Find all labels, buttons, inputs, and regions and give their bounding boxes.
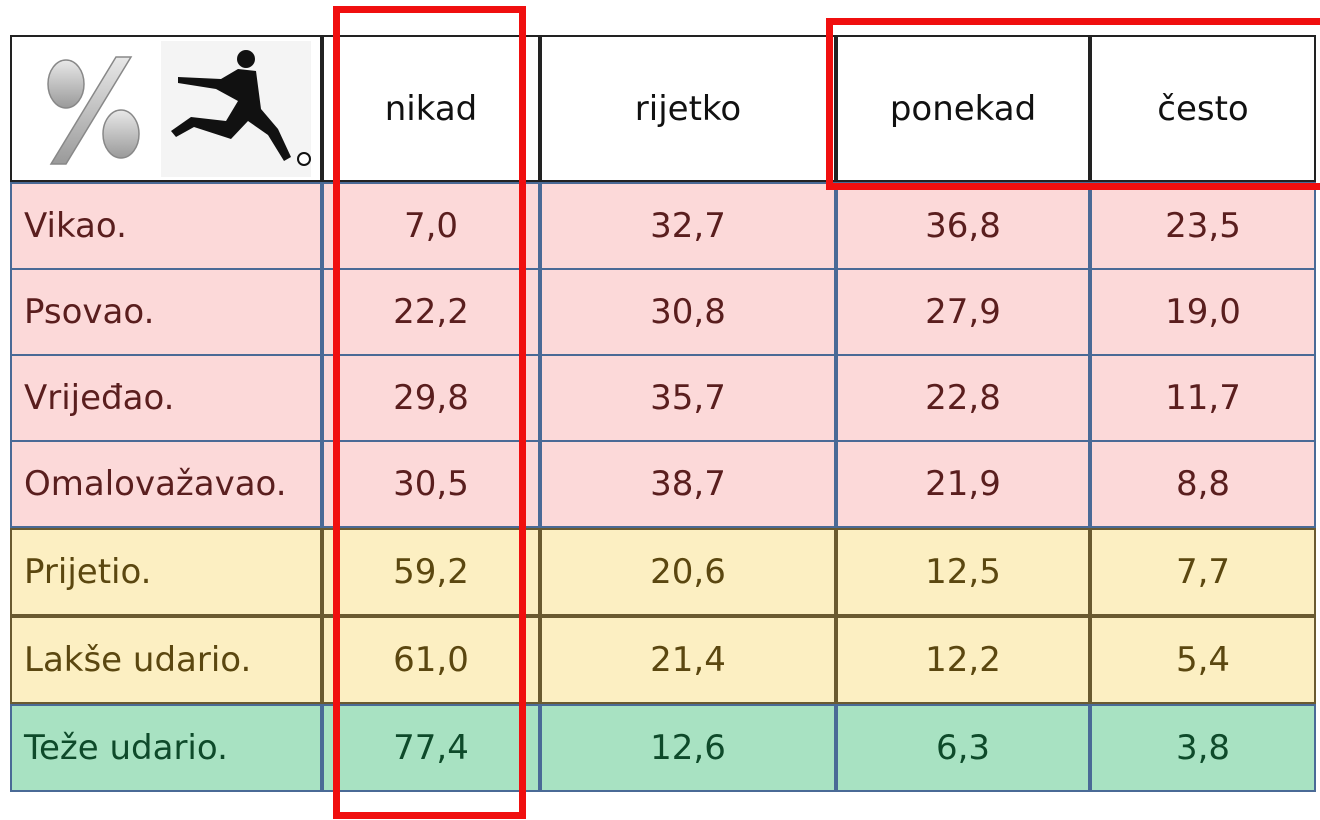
cell-value: 59,2 xyxy=(322,528,540,616)
cell-value: 22,8 xyxy=(836,354,1090,442)
cell-value: 6,3 xyxy=(836,704,1090,792)
row-label: Prijetio. xyxy=(10,528,322,616)
cell-value: 12,5 xyxy=(836,528,1090,616)
column-header: rijetko xyxy=(540,35,836,182)
row-label: Omalovažavao. xyxy=(10,440,322,528)
icons xyxy=(16,39,316,179)
cell-value: 30,8 xyxy=(540,268,836,356)
cell-value: 61,0 xyxy=(322,616,540,704)
column-header: nikad xyxy=(322,35,540,182)
row-label: Vrijeđao. xyxy=(10,354,322,442)
cell-value: 36,8 xyxy=(836,182,1090,270)
column-header: ponekad xyxy=(836,35,1090,182)
row-label: Psovao. xyxy=(10,268,322,356)
cell-value: 22,2 xyxy=(322,268,540,356)
cell-value: 29,8 xyxy=(322,354,540,442)
percent-icon xyxy=(48,57,139,164)
cell-value: 30,5 xyxy=(322,440,540,528)
cell-value: 27,9 xyxy=(836,268,1090,356)
cell-value: 5,4 xyxy=(1090,616,1316,704)
cell-value: 3,8 xyxy=(1090,704,1316,792)
cell-value: 7,0 xyxy=(322,182,540,270)
cell-value: 20,6 xyxy=(540,528,836,616)
corner-cell xyxy=(10,35,322,182)
cell-value: 8,8 xyxy=(1090,440,1316,528)
cell-value: 19,0 xyxy=(1090,268,1316,356)
cell-value: 12,2 xyxy=(836,616,1090,704)
cell-value: 38,7 xyxy=(540,440,836,528)
row-label: Vikao. xyxy=(10,182,322,270)
cell-value: 21,9 xyxy=(836,440,1090,528)
cell-value: 12,6 xyxy=(540,704,836,792)
cell-value: 77,4 xyxy=(322,704,540,792)
row-label: Teže udario. xyxy=(10,704,322,792)
cell-value: 21,4 xyxy=(540,616,836,704)
cell-value: 11,7 xyxy=(1090,354,1316,442)
cell-value: 35,7 xyxy=(540,354,836,442)
cell-value: 32,7 xyxy=(540,182,836,270)
column-header: često xyxy=(1090,35,1316,182)
cell-value: 23,5 xyxy=(1090,182,1316,270)
page: nikadrijetkoponekadčesto Vikao.7,032,736,… xyxy=(0,0,1320,820)
row-label: Lakše udario. xyxy=(10,616,322,704)
cell-value: 7,7 xyxy=(1090,528,1316,616)
